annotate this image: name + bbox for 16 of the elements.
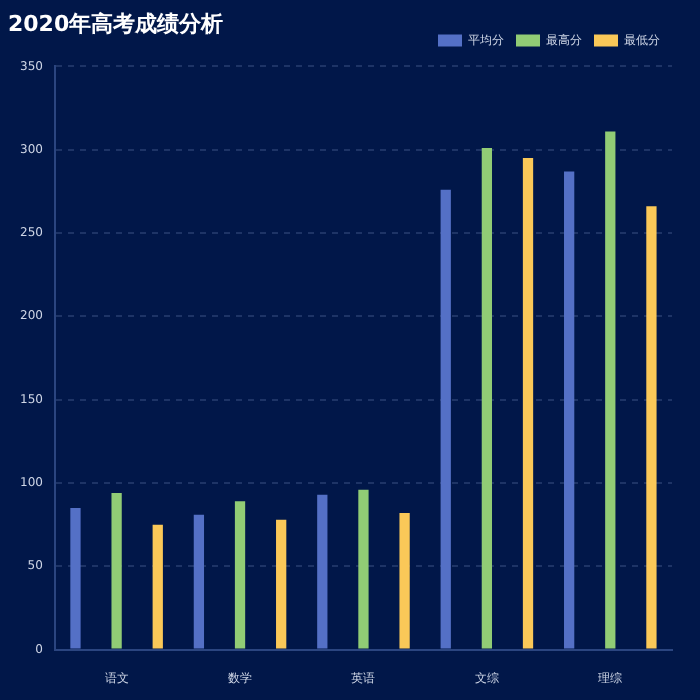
chart-title: 2020年高考成绩分析 (8, 10, 224, 37)
bar (317, 494, 328, 649)
bar (234, 501, 246, 649)
bar (605, 131, 616, 649)
bar (481, 148, 493, 649)
bar (399, 512, 410, 649)
bar (440, 189, 451, 649)
bar (522, 158, 534, 649)
bar (646, 206, 657, 649)
bar (193, 514, 205, 649)
bar (276, 519, 287, 649)
bar (70, 507, 81, 649)
bar (564, 171, 575, 649)
bar (358, 489, 369, 649)
bar (111, 492, 122, 649)
bar (152, 524, 163, 649)
